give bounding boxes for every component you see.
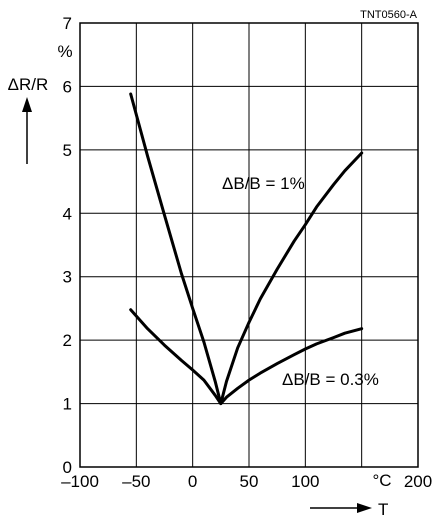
x-axis-unit: °C xyxy=(372,471,391,490)
x-tick-label: –100 xyxy=(61,472,99,491)
x-axis-arrow-icon xyxy=(310,503,372,513)
x-tick-label: 0 xyxy=(188,472,197,491)
series-label-0-3pct: ΔB/B = 0.3% xyxy=(282,370,379,389)
x-tick-label: 50 xyxy=(240,472,259,491)
y-tick-label: 7 xyxy=(63,14,72,33)
x-tick-label: –50 xyxy=(122,472,150,491)
grid xyxy=(80,23,418,467)
y-tick-label: 3 xyxy=(63,268,72,287)
x-tick-labels: –100 –50 0 50 100 200 xyxy=(61,472,432,491)
y-tick-labels: 0 1 2 3 4 5 6 7 xyxy=(63,14,72,477)
y-tick-label: 5 xyxy=(63,141,72,160)
y-tick-label: 6 xyxy=(63,77,72,96)
series-line-0-3pct xyxy=(129,308,364,406)
series-label-1pct: ΔB/B = 1% xyxy=(222,174,305,193)
x-tick-label: 200 xyxy=(404,472,432,491)
plot-frame xyxy=(79,22,419,468)
y-tick-label: 0 xyxy=(63,458,72,477)
y-axis-arrow-icon xyxy=(22,97,32,164)
y-axis-label: ΔR/R xyxy=(8,75,49,94)
figure-id: TNT0560-A xyxy=(360,9,418,21)
y-tick-label: 1 xyxy=(63,395,72,414)
y-tick-label: 2 xyxy=(63,331,72,350)
series-line-1pct xyxy=(129,92,364,406)
x-tick-label: 100 xyxy=(291,472,319,491)
y-tick-label: 4 xyxy=(63,204,72,223)
y-axis-unit: % xyxy=(57,42,72,61)
curves xyxy=(129,92,364,406)
x-axis-label: T xyxy=(378,500,388,518)
